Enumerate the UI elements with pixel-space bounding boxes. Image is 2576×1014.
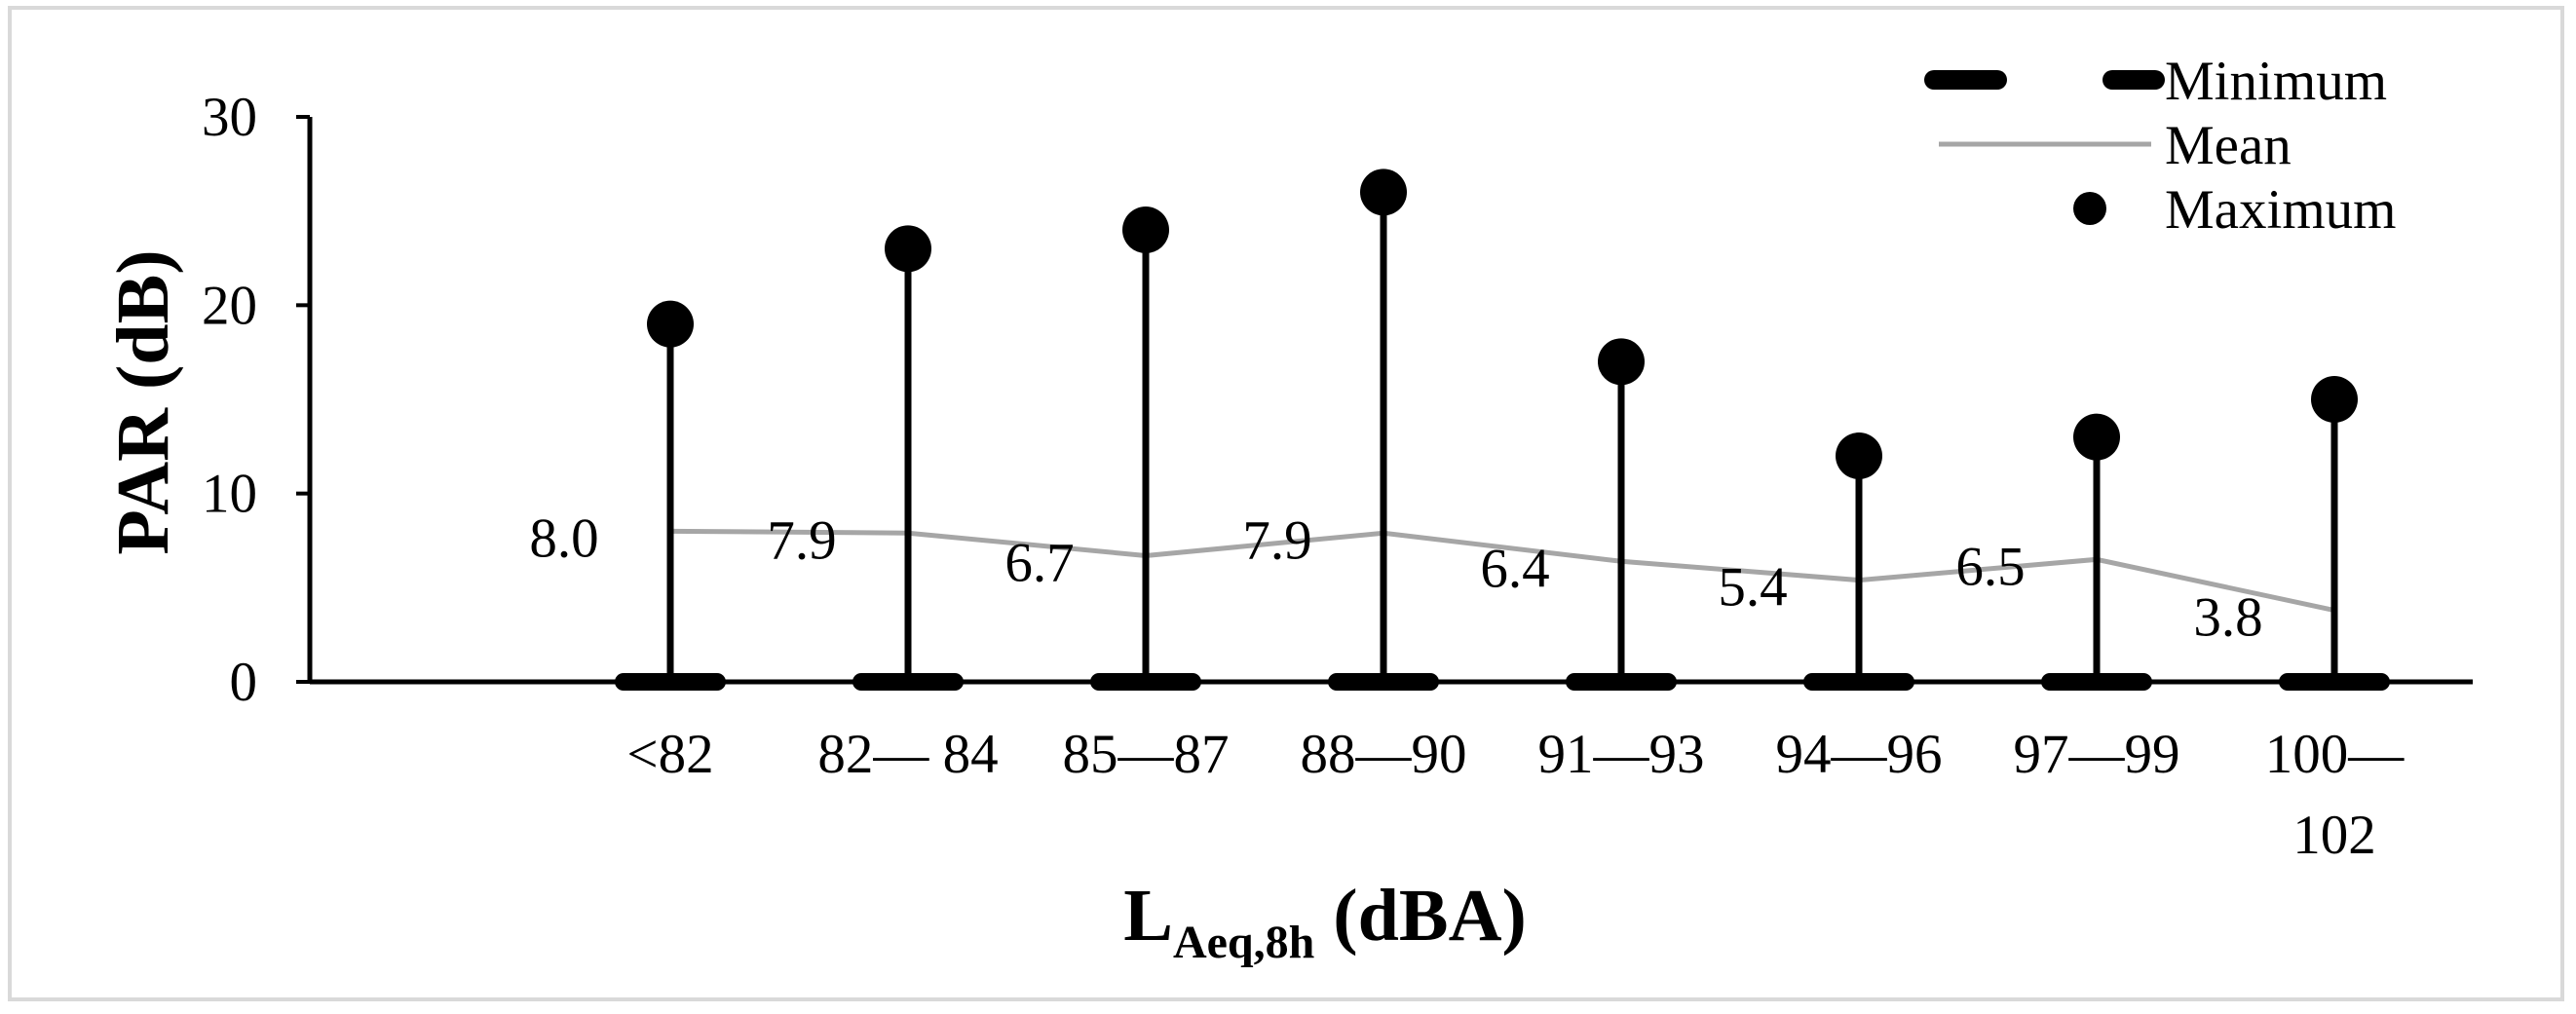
y-tick-label: 10 — [202, 464, 257, 525]
mean-data-label: 6.7 — [1004, 532, 1074, 593]
mean-data-label: 7.9 — [767, 509, 836, 571]
mean-data-label: 7.9 — [1242, 509, 1311, 571]
x-tick-label: 88—90 — [1301, 724, 1467, 785]
chart-frame — [8, 6, 2564, 1001]
maximum-point — [1360, 169, 1407, 216]
y-tick-label: 20 — [202, 275, 257, 336]
x-axis-title: LAeq,8h (dBA) — [1123, 875, 1527, 968]
x-axis-title-suffix: (dBA) — [1314, 875, 1526, 957]
plot-area: 0 10 20 30 8.0 7.9 6.7 7.9 6.4 5.4 6.5 3.8 <82 82— 84… — [202, 87, 2473, 866]
mean-data-label: 6.4 — [1480, 538, 1549, 599]
x-tick-label: 85—87 — [1063, 724, 1230, 785]
x-axis-title-subscript: Aeq,8h — [1173, 917, 1314, 968]
x-tick-label: 97—99 — [2014, 724, 2180, 785]
mean-data-label: 5.4 — [1718, 557, 1787, 619]
y-tick-label: 0 — [230, 652, 258, 713]
x-axis-title-main: L — [1123, 875, 1173, 957]
x-tick-label: 102 — [2292, 805, 2376, 866]
y-tick-label: 30 — [202, 87, 257, 148]
x-tick-label: 100— — [2265, 724, 2406, 785]
x-tick-label: 94—96 — [1776, 724, 1943, 785]
legend-label: Mean — [2165, 115, 2292, 176]
legend-label: Minimum — [2165, 51, 2387, 112]
maximum-point — [2073, 413, 2120, 461]
x-tick-label: 91—93 — [1538, 724, 1705, 785]
maximum-point — [1836, 432, 1882, 479]
maximum-point — [1598, 338, 1645, 386]
mean-line — [669, 528, 2335, 613]
x-tick-label: <82 — [626, 724, 713, 785]
mean-data-label: 8.0 — [529, 507, 598, 569]
maximum-point — [647, 300, 694, 348]
legend-label: Maximum — [2165, 179, 2397, 241]
mean-data-label: 3.8 — [2193, 587, 2262, 649]
mean-data-label: 6.5 — [1955, 536, 2025, 597]
maximum-point — [885, 225, 931, 273]
x-tick-label: 82— 84 — [817, 724, 998, 785]
legend-maximum-swatch — [2073, 192, 2106, 225]
y-axis-title: PAR (dB) — [102, 249, 184, 554]
maximum-point — [1122, 207, 1169, 253]
maximum-point — [2311, 376, 2358, 423]
